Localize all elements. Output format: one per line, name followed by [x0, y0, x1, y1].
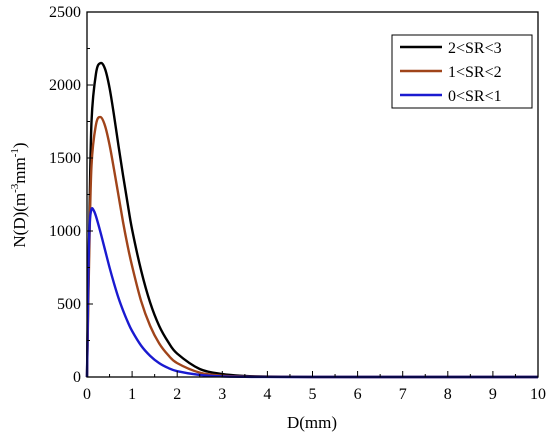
x-tick-label: 9 — [489, 386, 497, 403]
x-tick-label: 10 — [530, 386, 546, 403]
x-tick-label: 6 — [354, 386, 362, 403]
y-axis-title-sup: -1 — [9, 148, 21, 157]
y-axis-title: N(D)(m-3mm-1) — [9, 142, 29, 247]
x-tick-label: 5 — [309, 386, 317, 403]
y-tick-label: 2500 — [49, 4, 81, 21]
ticks-layer: 0 1 2 3 4 5 6 7 8 9 10 0 500 1000 1500 2000 2500 — [49, 4, 546, 403]
legend-label: 1<SR<2 — [448, 64, 502, 81]
y-tick-label: 1000 — [49, 223, 81, 240]
x-tick-label: 3 — [218, 386, 226, 403]
y-tick-label: 1500 — [49, 150, 81, 167]
y-tick-label: 500 — [57, 296, 81, 313]
legend-items: 2<SR<3 1<SR<2 0<SR<1 — [400, 40, 502, 105]
legend-label: 2<SR<3 — [448, 40, 502, 57]
x-tick-label: 0 — [83, 386, 91, 403]
y-axis-title-sup: -3 — [9, 183, 21, 193]
y-tick-label: 0 — [73, 369, 81, 386]
y-axis-title-part: N(D)(m — [10, 193, 29, 248]
x-tick-label: 1 — [128, 386, 136, 403]
y-axis-title-part: mm — [10, 157, 29, 183]
y-tick-label: 2000 — [49, 77, 81, 94]
x-tick-label: 8 — [444, 386, 452, 403]
x-tick-label: 2 — [173, 386, 181, 403]
legend-label: 0<SR<1 — [448, 88, 502, 105]
y-axis-title-part: ) — [10, 142, 29, 148]
x-tick-label: 4 — [263, 386, 271, 403]
x-axis-title: D(mm) — [287, 413, 337, 432]
x-tick-label: 7 — [399, 386, 407, 403]
legend: 2<SR<3 1<SR<2 0<SR<1 — [391, 34, 533, 109]
